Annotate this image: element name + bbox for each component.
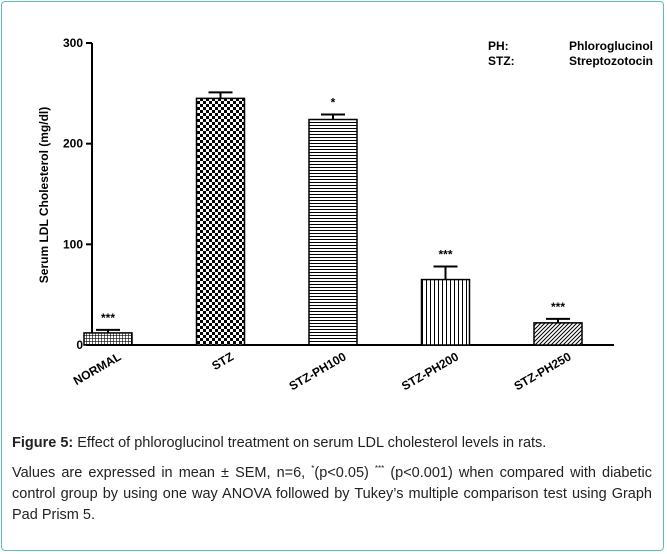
x-tick-label: STZ-PH200 bbox=[399, 349, 461, 393]
note-text: (p<0.001) when compared with diabetic co… bbox=[12, 464, 652, 523]
x-tick-label: STZ-PH250 bbox=[512, 349, 574, 393]
legend-full: Streptozotocin bbox=[569, 54, 653, 68]
caption-text: Effect of phloroglucinol treatment on se… bbox=[77, 435, 547, 451]
note-text: Values are expressed in mean ± SEM, n=6, bbox=[12, 464, 312, 481]
caption: Figure 5: Effect of phloroglucinol treat… bbox=[12, 433, 652, 530]
note-text: (p<0.05) bbox=[314, 464, 375, 481]
legend-abbr: PH: bbox=[488, 39, 509, 53]
x-tick-label: STZ-PH100 bbox=[287, 349, 349, 393]
legend-full: Phloroglucinol bbox=[569, 39, 653, 53]
caption-note: Values are expressed in mean ± SEM, n=6,… bbox=[12, 458, 652, 526]
y-tick-label: 100 bbox=[63, 237, 83, 251]
bar bbox=[420, 278, 471, 346]
caption-main: Figure 5: Effect of phloroglucinol treat… bbox=[12, 433, 652, 454]
x-tick-label: STZ bbox=[209, 349, 236, 372]
bar bbox=[533, 322, 583, 346]
legend-abbr: STZ: bbox=[488, 54, 515, 68]
chart: Serum LDL Cholesterol (mg/dl) 0 100 200 300… bbox=[37, 36, 653, 393]
bar bbox=[83, 332, 133, 346]
bar bbox=[195, 97, 246, 346]
y-tick-label: 300 bbox=[63, 36, 83, 50]
caption-label: Figure 5: bbox=[12, 435, 74, 451]
significance-label: *** bbox=[438, 247, 452, 261]
x-tick-label: NORMAL bbox=[71, 349, 124, 387]
y-tick-label: 200 bbox=[63, 137, 83, 151]
significance-label: *** bbox=[101, 311, 115, 325]
y-tick-label: 0 bbox=[76, 338, 83, 352]
note-sup: *** bbox=[374, 464, 385, 473]
bar bbox=[308, 118, 358, 346]
significance-label: *** bbox=[551, 300, 565, 314]
note-sup: * bbox=[311, 464, 315, 473]
y-axis-label: Serum LDL Cholesterol (mg/dl) bbox=[37, 107, 51, 283]
significance-label: * bbox=[331, 95, 336, 109]
